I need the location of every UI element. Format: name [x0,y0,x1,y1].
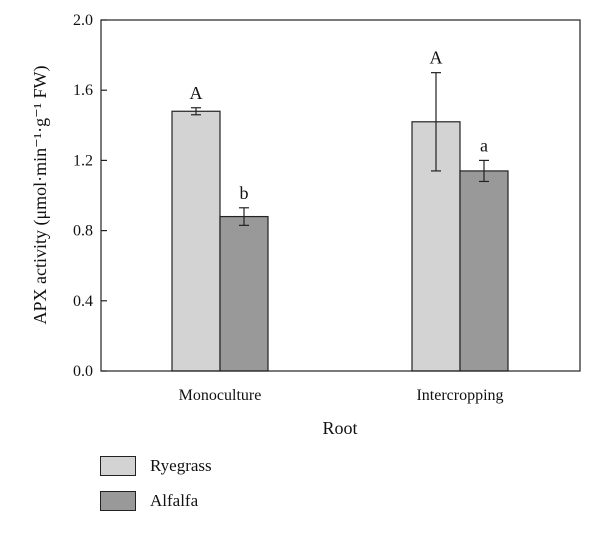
y-tick-label: 1.6 [73,82,93,99]
x-axis-title: Root [322,418,357,438]
legend-item-ryegrass: Ryegrass [100,455,212,477]
bar-alfalfa-intercropping [459,170,509,372]
x-tick-label: Intercropping [416,387,503,404]
y-tick-label: 2.0 [73,12,93,29]
plot-frame [100,19,581,372]
legend-swatch-ryegrass [100,456,136,476]
bar-ryegrass-monoculture [171,110,221,372]
legend: Ryegrass Alfalfa [100,455,212,525]
y-tick-label: 0.0 [73,363,93,380]
y-tick-label: 1.2 [73,152,93,169]
legend-label-ryegrass: Ryegrass [150,456,212,475]
significance-label: A [190,83,203,103]
y-tick-label: 0.8 [73,223,93,240]
significance-label: b [240,183,249,203]
bar-alfalfa-monoculture [219,215,269,372]
legend-label-alfalfa: Alfalfa [150,491,199,510]
apx-bar-chart: A Ab a 0.0 0.4 0.8 1.2 1.6 2.0 Monoculture Inter… [30,12,581,438]
significance-label: a [480,135,488,155]
y-tick-label: 0.4 [73,293,93,310]
y-axis-title: APX activity (μmol·min⁻¹·g⁻¹ FW) [30,66,51,325]
significance-label: A [430,48,443,68]
legend-swatch-alfalfa [100,491,136,511]
legend-item-alfalfa: Alfalfa [100,490,212,512]
x-tick-label: Monoculture [179,387,262,404]
